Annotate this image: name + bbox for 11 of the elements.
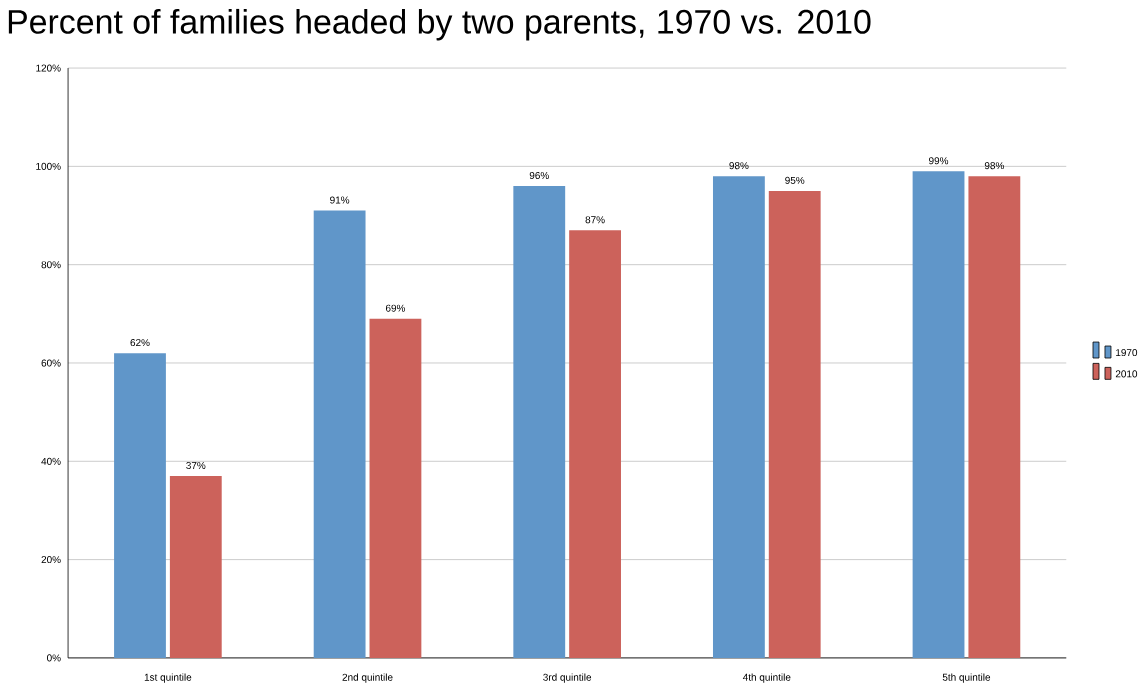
bar <box>712 176 765 658</box>
bar <box>569 230 621 658</box>
bar <box>968 176 1021 658</box>
bar <box>313 210 366 658</box>
bar <box>768 190 821 658</box>
chart-title: Percent of families headed by two parents, 1970 vs. 2010 <box>8 8 871 41</box>
bar <box>369 318 422 658</box>
bar <box>114 353 166 658</box>
bar <box>169 476 222 658</box>
bar <box>912 171 965 658</box>
bar <box>513 186 566 658</box>
